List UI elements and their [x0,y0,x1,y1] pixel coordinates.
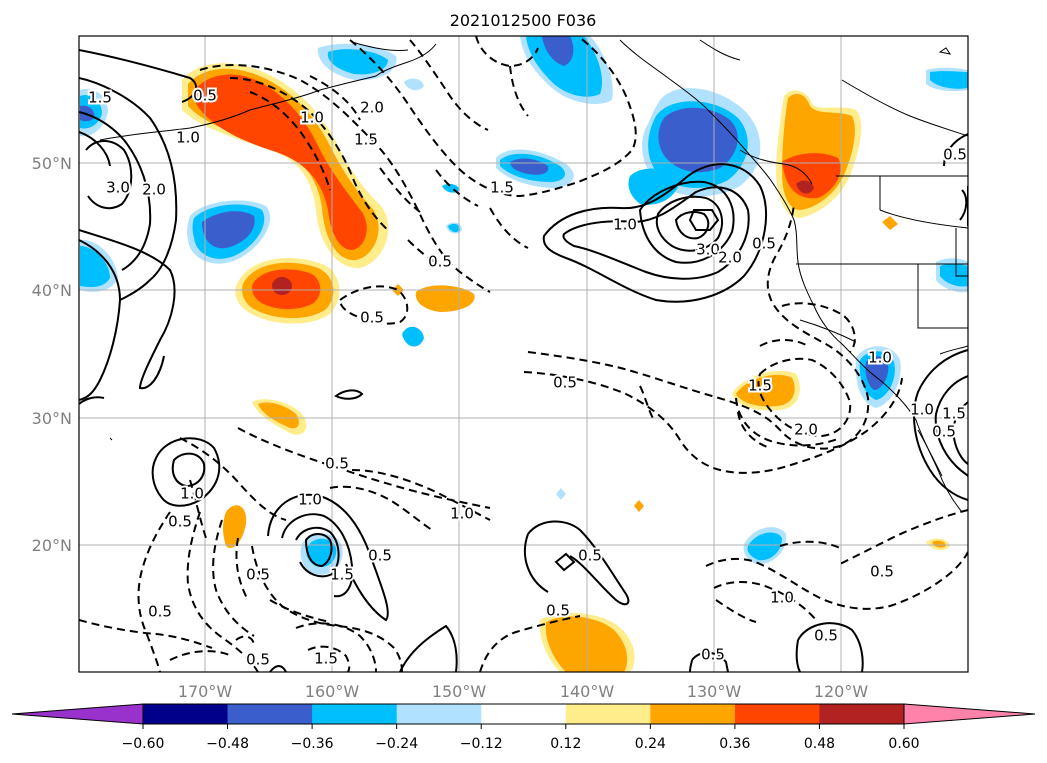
colorbar-swatch [650,704,736,724]
contour-label: 1.5 [490,179,514,197]
colorbar-tick-label: −0.36 [291,736,334,752]
colorbar-swatch [819,704,905,724]
contour-label: 0.5 [360,309,384,327]
gridlines [79,36,968,672]
contour-label: 0.5 [368,547,392,565]
colorbar-swatch [396,704,482,724]
contour-label: 3.0 [106,179,130,197]
lat-label-20n: 20°N [32,536,72,555]
contour-label: 1.0 [910,401,934,419]
lon-label-160w: 160°W [305,682,360,701]
map-panel: 1.5 0.51.01.02.01.53.0 2.0 1.51.03.02.00.50… [79,36,968,672]
contour-label: 1.5 [88,89,112,107]
lat-label-40n: 40°N [32,281,72,300]
contour-label: 0.5 [168,513,192,531]
shaded-anomaly-fields [80,36,968,672]
contour-label: 0.5 [943,146,967,164]
latitude-labels: 50°N 40°N 30°N 20°N [32,154,72,555]
colorbar-swatch [565,704,651,724]
positive-contours [79,49,968,672]
contour-label: 1.0 [180,485,204,503]
colorbar-frame [142,703,905,725]
contour-label: 2.0 [718,249,742,267]
lon-label-150w: 150°W [432,682,487,701]
contour-label: 1.0 [298,491,322,509]
contour-label: 2.0 [360,99,384,117]
contour-label: 0.5 [148,603,172,621]
colorbar-tick-label: 0.24 [635,736,666,752]
lon-label-130w: 130°W [687,682,742,701]
contour-label: 0.5 [246,566,270,584]
map-frame [78,35,969,673]
colorbar-swatch [143,704,229,724]
colorbar-tick-label: −0.12 [460,736,503,752]
contour-label: 3.0 [696,241,720,259]
coastlines [99,39,968,513]
contour-label: 1.5 [330,566,354,584]
contour-label: 1.0 [868,349,892,367]
colorbar-extend-low [11,703,144,725]
contour-label: 2.0 [794,421,818,439]
colorbar-extend-high [903,703,1036,725]
colorbar-tick-label: −0.48 [206,736,249,752]
longitude-labels: 170°W 160°W 150°W 140°W 130°W 120°W [178,682,869,701]
lat-label-50n: 50°N [32,154,72,173]
contour-label: 0.5 [932,423,956,441]
contour-label: 1.0 [176,129,200,147]
colorbar-swatch [312,704,398,724]
contour-label: 0.5 [578,547,602,565]
contour-label: 1.0 [300,109,324,127]
colorbar-swatch [481,704,567,724]
colorbar-tick-label: 0.60 [888,736,919,752]
contour-label: 1.5 [354,131,378,149]
colorbar-tick-label: −0.60 [122,736,165,752]
map-title: 2021012500 F036 [450,11,597,30]
colorbar-tick-label: −0.24 [375,736,418,752]
colorbar-swatch [227,704,313,724]
lon-label-120w: 120°W [814,682,869,701]
contour-label: 1.0 [450,505,474,523]
contour-label: 0.5 [546,602,570,620]
colorbar-tick-label: 0.12 [550,736,581,752]
contour-label: 0.5 [428,253,452,271]
colorbar-swatch [734,704,820,724]
contour-label: 0.5 [752,235,776,253]
contour-label: 0.5 [870,563,894,581]
contour-label: 1.5 [314,650,338,668]
colorbar: −0.60 −0.48 −0.36 −0.24 −0.12 0.12 0.24 0.36 0.4… [11,703,1036,752]
contour-label: 0.5 [553,374,577,392]
contour-label: 1.5 [942,405,966,423]
contour-label: 0.5 [246,651,270,669]
contour-label: 0.5 [193,87,217,105]
contour-label: 0.5 [701,646,725,664]
lat-label-30n: 30°N [32,409,72,428]
contour-label: 1.0 [770,589,794,607]
colorbar-tick-label: 0.48 [804,736,835,752]
contour-label: 1.0 [613,216,637,234]
contour-label: 0.5 [814,627,838,645]
contour-label: 1.5 [748,377,772,395]
lon-label-140w: 140°W [560,682,615,701]
lon-label-170w: 170°W [178,682,233,701]
negative-contours [79,36,968,672]
colorbar-tick-label: 0.36 [719,736,750,752]
contour-labels: 1.5 0.51.01.02.01.53.0 2.0 1.51.03.02.00.50… [86,85,968,671]
contour-label: 0.5 [325,455,349,473]
contour-label: 2.0 [142,181,166,199]
